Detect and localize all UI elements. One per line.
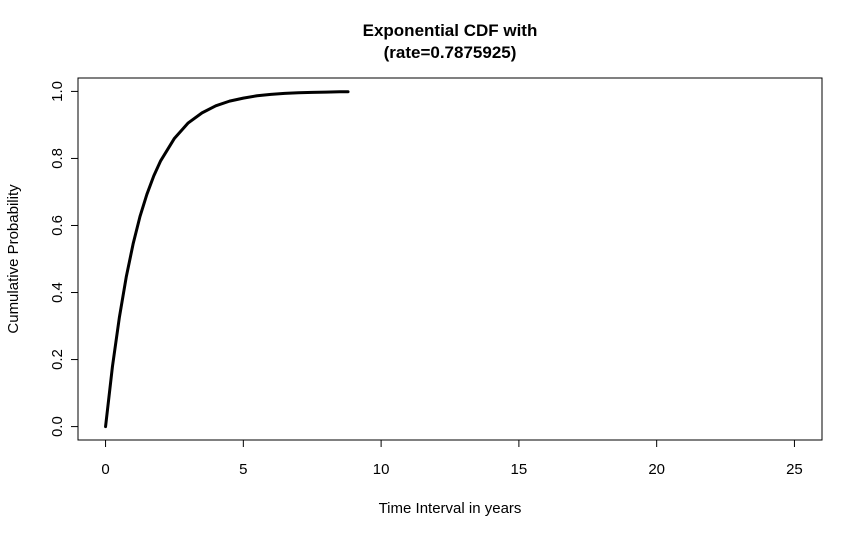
x-tick-label: 20 xyxy=(648,461,665,478)
y-tick-label: 0.2 xyxy=(49,349,66,370)
x-axis: 0 5 10 15 20 25 xyxy=(101,439,803,478)
x-tick-label: 15 xyxy=(511,461,528,478)
y-tick-label: 0.8 xyxy=(49,148,66,169)
x-axis-label: Time Interval in years xyxy=(379,500,522,517)
y-tick-label: 1.0 xyxy=(49,81,66,102)
cdf-curve xyxy=(104,90,350,429)
y-tick-label: 0.6 xyxy=(49,215,66,236)
chart-title-line-2: (rate=0.7875925) xyxy=(384,43,517,62)
x-tick-label: 0 xyxy=(101,461,109,478)
chart-title-line-1: Exponential CDF with xyxy=(363,21,538,40)
x-tick-label: 10 xyxy=(373,461,390,478)
y-axis: 0.0 0.2 0.4 0.6 0.8 1.0 xyxy=(49,81,79,437)
y-tick-label: 0.4 xyxy=(49,282,66,303)
x-tick-label: 25 xyxy=(786,461,803,478)
y-axis-label: Cumulative Probability xyxy=(5,184,22,334)
x-tick-label: 5 xyxy=(239,461,247,478)
y-tick-label: 0.0 xyxy=(49,416,66,437)
series-layer xyxy=(104,90,350,429)
